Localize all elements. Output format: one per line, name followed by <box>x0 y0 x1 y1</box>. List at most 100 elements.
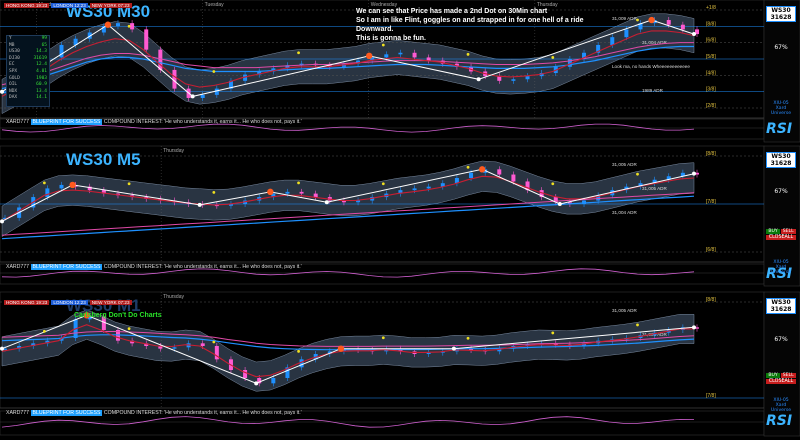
sell-button[interactable]: SELL <box>780 373 796 378</box>
candle-m1 <box>172 347 177 349</box>
market-value: 1903 <box>36 75 47 81</box>
candle-m30 <box>454 63 459 67</box>
close-all-button[interactable]: CLOSEALL <box>766 235 796 240</box>
market-row: Y 99 <box>7 36 49 43</box>
swing-zigzag-m5 <box>1 168 695 222</box>
adr-label-m30: 31,004 ADR <box>642 40 667 45</box>
market-value: 60.9 <box>36 82 47 88</box>
candle-m30 <box>214 88 219 95</box>
swing-dot-m30 <box>692 32 696 37</box>
signal-dot-m5 <box>297 181 300 185</box>
swing-dot-m5 <box>478 166 486 173</box>
footer-rest: COMPOUND INTEREST: 'He who understands i… <box>103 410 302 416</box>
candle-m30 <box>666 20 671 25</box>
candle-m1 <box>426 352 431 354</box>
candle-m5 <box>440 183 445 187</box>
symbol-panel-m1: WS30 31628 67% BUY SELL CLOSEALL XIU-05 X… <box>766 298 796 413</box>
footer-m5: XARD777 BLUEPRINT FOR SUCCESS COMPOUND I… <box>6 264 302 270</box>
candle-m30 <box>243 74 248 81</box>
adr-label-m1: 31,005 ADR <box>612 308 637 313</box>
symbol-name: WS30 <box>771 7 791 14</box>
footer-prefix: XARD777 <box>6 410 30 416</box>
market-row: DAX 14.1 <box>7 95 49 102</box>
candle-m30 <box>497 76 502 81</box>
day-label-m5: Thursday <box>163 148 184 154</box>
range-percent: 67% <box>774 336 788 343</box>
candle-m30 <box>624 29 629 38</box>
swing-dot-m5 <box>267 188 274 196</box>
ma-slow-line-m30 <box>1 45 694 90</box>
signal-dot-m5 <box>212 190 216 194</box>
signal-dot-m30 <box>466 52 470 56</box>
panel-footer-name: Xard Universe <box>770 106 792 116</box>
candle-m5 <box>469 172 474 178</box>
signal-dot-m5 <box>466 165 470 169</box>
candle-m30 <box>228 80 233 89</box>
symbol-box: WS30 31628 <box>766 6 796 22</box>
candle-m30 <box>384 54 389 58</box>
candle-m5 <box>497 169 502 175</box>
footer-prefix: XARD777 <box>6 119 30 125</box>
candle-m30 <box>596 44 601 53</box>
session-new-york: NEW YORK 07:23 <box>89 3 132 8</box>
market-row: NDX 13.4 <box>7 89 49 96</box>
chart-title-m5: WS30 M5 <box>66 150 141 169</box>
candle-m1 <box>469 348 474 350</box>
candle-m30 <box>73 38 78 45</box>
rsi-label-m30: RSI <box>766 121 793 137</box>
footer-blueprint: BLUEPRINT FOR SUCCESS <box>30 264 103 270</box>
envelope-band-m5 <box>1 160 695 238</box>
signal-dot-m30 <box>381 43 385 47</box>
panel-footer-name: Xard Universe <box>770 403 792 413</box>
candle-m30 <box>101 26 106 33</box>
candle-m30 <box>426 57 431 61</box>
candle-m30 <box>200 94 205 98</box>
swing-dot-m5 <box>324 200 329 205</box>
candle-m1 <box>200 343 205 346</box>
panel-footer-code: XIU-05 <box>773 101 789 106</box>
swing-dot-m5 <box>692 171 696 176</box>
signal-dot-m5 <box>381 182 385 186</box>
session-clocks-m30: HONG KONG 19:23 LONDON 12:23 NEW YORK 07… <box>4 3 132 8</box>
candle-m5 <box>45 188 50 198</box>
carlsberg-caption: Carlsberg Don't Do Charts <box>74 312 162 319</box>
market-value: 31619 <box>33 55 47 61</box>
market-symbol: Y <box>9 36 12 41</box>
candle-m1 <box>553 343 558 345</box>
adr-label-m5: 31,005 ADR <box>642 186 667 191</box>
candle-m30 <box>59 44 64 58</box>
candle-m30 <box>356 60 361 64</box>
swing-dot-m1 <box>337 345 345 352</box>
candle-m30 <box>271 68 276 72</box>
market-row: US30 14.3 <box>7 49 49 56</box>
candle-m30 <box>610 37 615 45</box>
symbol-price: 31628 <box>770 14 792 21</box>
buy-button[interactable]: BUY <box>766 229 780 234</box>
signal-dot-m1 <box>42 329 46 333</box>
day-label-m30: Thursday <box>537 2 558 8</box>
level-ratio-label-m30: [4/8] <box>706 70 716 76</box>
buy-button[interactable]: BUY <box>766 373 780 378</box>
day-label-m30: Tuesday <box>205 2 224 8</box>
level-ratio-label-m30: [8/8] <box>706 21 716 27</box>
candle-m30 <box>130 23 135 30</box>
candle-m30 <box>257 71 262 75</box>
market-value: 14.3 <box>36 49 47 55</box>
market-row: SPX 4.01 <box>7 69 49 76</box>
signal-dot-m30 <box>212 70 216 73</box>
sell-button[interactable]: SELL <box>780 229 796 234</box>
rsi-label-m1: RSI <box>766 413 793 429</box>
signal-dot-m1 <box>551 331 555 335</box>
close-all-button[interactable]: CLOSEALL <box>766 379 796 384</box>
market-value: 99 <box>41 36 47 41</box>
adr-label-m5: 31,005 ADR <box>612 162 637 167</box>
candle-m1 <box>285 367 290 378</box>
candle-m30 <box>299 63 304 66</box>
candle-m1 <box>497 348 502 352</box>
candle-m5 <box>638 183 643 187</box>
signal-dot-m5 <box>42 181 46 185</box>
note-line: This is gonna be fun. <box>356 35 426 42</box>
candle-m5 <box>271 193 276 198</box>
signal-dot-m1 <box>297 349 300 353</box>
market-symbol: MB <box>9 42 15 48</box>
